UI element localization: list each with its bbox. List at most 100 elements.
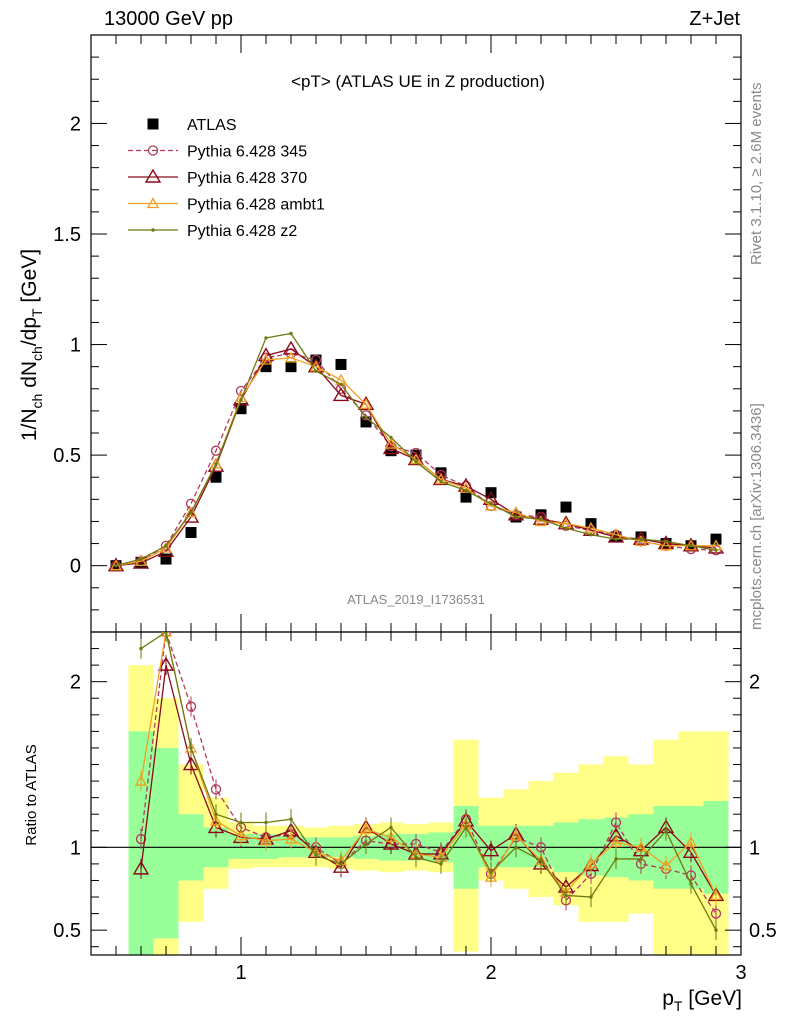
data-point bbox=[260, 361, 272, 373]
data-point bbox=[164, 544, 168, 548]
main-y-tick-label: 0 bbox=[70, 556, 81, 578]
ratio-point bbox=[209, 814, 223, 826]
data-point bbox=[360, 410, 372, 421]
ratio-point bbox=[639, 857, 643, 861]
ratio-point bbox=[684, 836, 698, 848]
ratio-point bbox=[139, 646, 143, 651]
ratio-point bbox=[514, 845, 518, 850]
ratio-point bbox=[389, 825, 393, 830]
tick-labels: 0 0.5 1 1.5 2 0.5 0.5 1 1 2 2 1 2 3 bbox=[53, 113, 777, 984]
ratio-point bbox=[564, 893, 568, 898]
data-point bbox=[539, 517, 543, 521]
data-point bbox=[284, 351, 298, 363]
data-point bbox=[464, 488, 468, 493]
data-point bbox=[235, 403, 247, 415]
ratio-panel-series bbox=[132, 632, 725, 941]
ratio-point bbox=[539, 858, 543, 863]
legend-marker bbox=[151, 228, 155, 232]
legend-item-pythia-6-428-370: Pythia 6.428 370 bbox=[128, 168, 307, 187]
x-tick-label: 2 bbox=[485, 962, 496, 984]
legend-item-pythia-6-428-ambt1: Pythia 6.428 ambt1 bbox=[128, 197, 325, 214]
ratio-point bbox=[134, 774, 148, 786]
ratio-point bbox=[135, 833, 147, 845]
series-pythia-6-428-z2 bbox=[114, 331, 718, 568]
data-point bbox=[459, 481, 473, 493]
data-point bbox=[614, 537, 618, 541]
ratio-point bbox=[239, 820, 243, 825]
data-point bbox=[239, 398, 243, 402]
watermark: ATLAS_2019_I1736531 bbox=[347, 592, 485, 607]
legend-label: ATLAS bbox=[187, 117, 237, 134]
ratio-series-pythia-6-428-z2 bbox=[139, 632, 718, 941]
data-point bbox=[160, 553, 172, 565]
ratio-point bbox=[609, 836, 623, 848]
data-point bbox=[332, 387, 350, 402]
ratio-y-tick-label-right: 1 bbox=[749, 837, 760, 859]
data-point bbox=[714, 548, 718, 552]
data-point bbox=[589, 533, 593, 537]
data-point bbox=[335, 358, 347, 370]
data-point bbox=[710, 533, 722, 545]
ratio-point bbox=[157, 656, 175, 671]
main-y-tick-label: 0.5 bbox=[53, 445, 81, 467]
legend-marker bbox=[146, 197, 160, 209]
data-point bbox=[534, 515, 548, 527]
ratio-point bbox=[289, 817, 293, 821]
data-point bbox=[189, 510, 193, 515]
ratio-point bbox=[584, 857, 598, 869]
data-point bbox=[114, 563, 118, 568]
ratio-point bbox=[384, 831, 398, 843]
ratio-point bbox=[664, 829, 668, 833]
rivet-version-label: Rivet 3.1.10, ≥ 2.6M events bbox=[748, 83, 765, 266]
ratio-point bbox=[214, 812, 218, 816]
data-point bbox=[634, 535, 648, 546]
ratio-point bbox=[189, 746, 193, 750]
legend-marker bbox=[147, 145, 159, 156]
band-inner bbox=[153, 747, 179, 939]
data-point bbox=[560, 501, 572, 513]
data-point bbox=[439, 479, 443, 484]
legend-label: Pythia 6.428 370 bbox=[187, 170, 307, 187]
ratio-point bbox=[234, 829, 248, 841]
ratio-point bbox=[284, 832, 298, 844]
legend-label: Pythia 6.428 345 bbox=[187, 144, 307, 161]
main-panel-series bbox=[107, 331, 725, 572]
ratio-y-tick-label-right: 0.5 bbox=[749, 920, 777, 942]
data-point bbox=[689, 544, 693, 548]
ratio-point bbox=[709, 889, 723, 901]
legend: ATLAS Pythia 6.428 345 Pythia 6.428 370 Pyt… bbox=[128, 117, 325, 240]
legend-label: Pythia 6.428 z2 bbox=[187, 223, 297, 240]
data-point bbox=[209, 457, 223, 469]
ratio-point bbox=[489, 870, 493, 874]
ratio-point bbox=[714, 928, 718, 932]
ratio-line bbox=[140, 632, 717, 931]
data-point bbox=[259, 353, 273, 365]
data-point bbox=[339, 382, 343, 387]
ratio-point bbox=[259, 834, 273, 846]
axis-ticks bbox=[90, 34, 742, 955]
ratio-y-tick-label: 2 bbox=[70, 672, 81, 694]
ratio-point bbox=[589, 895, 593, 899]
header-right: Z+Jet bbox=[689, 8, 740, 30]
ratio-point bbox=[132, 860, 150, 875]
x-tick-label: 3 bbox=[735, 962, 746, 984]
ratio-point bbox=[439, 862, 443, 866]
x-tick-label: 1 bbox=[235, 962, 246, 984]
data-point bbox=[264, 336, 268, 340]
legend-marker bbox=[147, 118, 159, 130]
data-point bbox=[584, 521, 598, 533]
legend-label: Pythia 6.428 ambt1 bbox=[187, 197, 325, 214]
ratio-point bbox=[464, 825, 468, 830]
data-point bbox=[414, 460, 418, 464]
data-point bbox=[289, 331, 293, 336]
ratio-uncertainty-bands bbox=[128, 665, 729, 955]
data-point bbox=[310, 354, 322, 366]
main-y-tick-label: 1 bbox=[70, 335, 81, 357]
source-label: mcplots.cern.ch [arXiv:1306.3436] bbox=[748, 403, 765, 630]
data-point bbox=[364, 415, 368, 420]
ratio-point bbox=[710, 908, 722, 919]
data-point bbox=[214, 462, 218, 466]
ratio-y-tick-label: 1 bbox=[70, 837, 81, 859]
ratio-point bbox=[689, 882, 693, 886]
